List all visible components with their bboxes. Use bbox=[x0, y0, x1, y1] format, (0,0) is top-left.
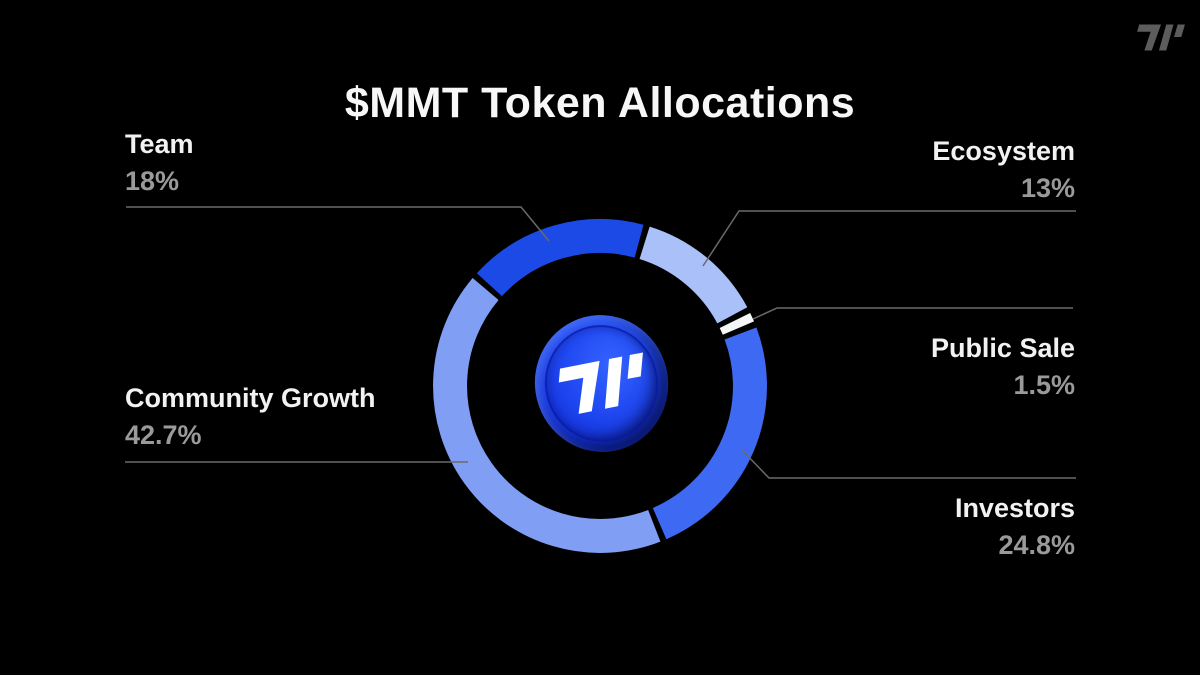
center-coin-graphic bbox=[520, 300, 683, 467]
label-ecosystem: Ecosystem 13% bbox=[932, 133, 1075, 207]
label-team: Team 18% bbox=[125, 126, 194, 200]
label-community-growth-name: Community Growth bbox=[125, 383, 376, 413]
momentum-brand-logo-icon bbox=[1137, 24, 1185, 51]
leader-line-investors bbox=[741, 449, 1076, 479]
label-investors-name: Investors bbox=[954, 493, 1075, 523]
page-title: $MMT Token Allocations bbox=[344, 78, 856, 127]
leader-line-public-sale bbox=[752, 307, 1073, 320]
label-team-pct: 18% bbox=[125, 166, 180, 196]
label-ecosystem-name: Ecosystem bbox=[932, 136, 1075, 166]
label-community-growth: Community Growth 42.7% bbox=[125, 380, 376, 454]
donut-segment-ecosystem bbox=[639, 226, 748, 324]
label-public-sale-name: Public Sale bbox=[930, 333, 1075, 363]
label-public-sale-pct: 1.5% bbox=[1013, 370, 1075, 400]
donut-segment-team bbox=[476, 219, 644, 297]
label-ecosystem-pct: 13% bbox=[1020, 173, 1075, 203]
label-investors-pct: 24.8% bbox=[998, 530, 1075, 560]
donut-segment-public-sale bbox=[719, 312, 755, 335]
label-investors: Investors 24.8% bbox=[955, 490, 1075, 564]
momentum-coin-logo-icon bbox=[558, 352, 643, 414]
label-team-name: Team bbox=[125, 129, 194, 159]
donut-segment-investors bbox=[652, 327, 767, 540]
label-public-sale: Public Sale 1.5% bbox=[931, 330, 1075, 404]
label-community-growth-pct: 42.7% bbox=[125, 420, 202, 450]
leader-line-team bbox=[126, 206, 550, 242]
donut-segment-community-growth bbox=[433, 278, 661, 553]
leader-line-ecosystem bbox=[702, 210, 1076, 267]
